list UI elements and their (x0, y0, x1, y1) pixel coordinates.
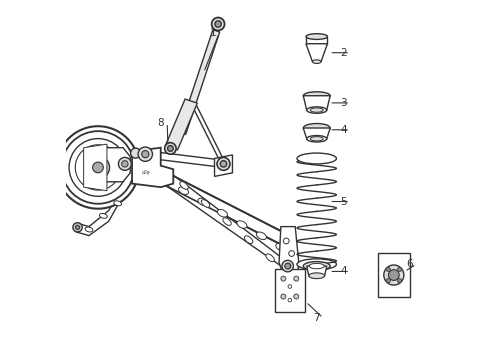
Ellipse shape (313, 60, 321, 63)
Ellipse shape (276, 243, 286, 251)
Ellipse shape (198, 198, 208, 206)
Circle shape (212, 18, 224, 31)
Circle shape (288, 285, 292, 288)
Circle shape (62, 131, 134, 204)
Polygon shape (76, 160, 141, 235)
Circle shape (384, 265, 404, 285)
Circle shape (389, 270, 399, 280)
Circle shape (386, 267, 391, 271)
Ellipse shape (303, 92, 330, 100)
Circle shape (285, 263, 291, 269)
Polygon shape (303, 128, 330, 139)
Ellipse shape (223, 218, 231, 225)
Circle shape (75, 145, 121, 190)
Ellipse shape (310, 108, 323, 112)
Ellipse shape (266, 254, 274, 262)
Circle shape (138, 147, 152, 161)
FancyBboxPatch shape (378, 253, 410, 297)
Circle shape (131, 148, 141, 158)
Polygon shape (193, 99, 224, 167)
Circle shape (285, 263, 291, 269)
Text: 4: 4 (341, 125, 347, 135)
Polygon shape (307, 266, 327, 276)
Ellipse shape (303, 123, 330, 132)
Text: 3: 3 (341, 98, 347, 108)
FancyBboxPatch shape (275, 269, 305, 312)
Ellipse shape (218, 210, 227, 217)
Polygon shape (84, 144, 107, 191)
Ellipse shape (309, 273, 324, 279)
Circle shape (219, 159, 228, 169)
Polygon shape (135, 149, 224, 167)
Circle shape (288, 298, 292, 302)
Text: 1: 1 (209, 28, 216, 38)
Polygon shape (303, 96, 330, 110)
Ellipse shape (99, 213, 107, 218)
Circle shape (281, 294, 286, 299)
Ellipse shape (245, 236, 253, 243)
Ellipse shape (307, 107, 327, 113)
Polygon shape (136, 164, 164, 184)
Circle shape (282, 260, 294, 272)
Text: 8: 8 (157, 118, 164, 128)
Ellipse shape (201, 200, 210, 207)
Circle shape (165, 143, 176, 154)
Circle shape (397, 267, 401, 271)
Text: 6: 6 (407, 259, 413, 269)
Circle shape (75, 225, 80, 229)
Circle shape (294, 276, 299, 281)
Circle shape (69, 139, 127, 196)
Circle shape (168, 145, 173, 151)
Ellipse shape (309, 264, 324, 269)
Circle shape (93, 162, 103, 173)
Polygon shape (165, 99, 197, 150)
Ellipse shape (140, 165, 149, 172)
Polygon shape (279, 226, 299, 279)
Polygon shape (215, 155, 232, 176)
Text: 5: 5 (341, 197, 347, 207)
Circle shape (86, 156, 110, 179)
Polygon shape (134, 157, 290, 248)
Polygon shape (179, 30, 220, 135)
Ellipse shape (178, 187, 189, 194)
Ellipse shape (114, 201, 122, 206)
Ellipse shape (180, 182, 188, 189)
Ellipse shape (237, 221, 247, 228)
Ellipse shape (159, 176, 169, 183)
Ellipse shape (307, 135, 327, 142)
Circle shape (294, 294, 299, 299)
Polygon shape (105, 148, 130, 182)
Ellipse shape (297, 153, 337, 164)
Ellipse shape (303, 262, 330, 271)
Circle shape (122, 161, 128, 167)
Polygon shape (306, 37, 327, 44)
Text: ď.ę: ď.ę (142, 170, 151, 175)
Circle shape (119, 157, 131, 170)
Polygon shape (132, 148, 173, 187)
Circle shape (142, 150, 149, 158)
Ellipse shape (85, 227, 93, 232)
Text: 2: 2 (341, 48, 347, 58)
Ellipse shape (310, 136, 323, 141)
Polygon shape (306, 44, 327, 62)
Circle shape (220, 161, 227, 167)
Circle shape (397, 278, 401, 283)
Ellipse shape (306, 34, 327, 40)
Circle shape (57, 126, 139, 209)
Ellipse shape (297, 259, 337, 270)
Text: 4: 4 (341, 266, 347, 276)
Ellipse shape (256, 232, 267, 239)
Circle shape (215, 21, 221, 27)
Circle shape (73, 223, 82, 232)
Polygon shape (164, 171, 288, 270)
Circle shape (283, 238, 289, 244)
Text: 7: 7 (314, 313, 320, 323)
Circle shape (217, 157, 230, 170)
Circle shape (281, 276, 286, 281)
Circle shape (289, 251, 294, 256)
Circle shape (386, 278, 391, 283)
